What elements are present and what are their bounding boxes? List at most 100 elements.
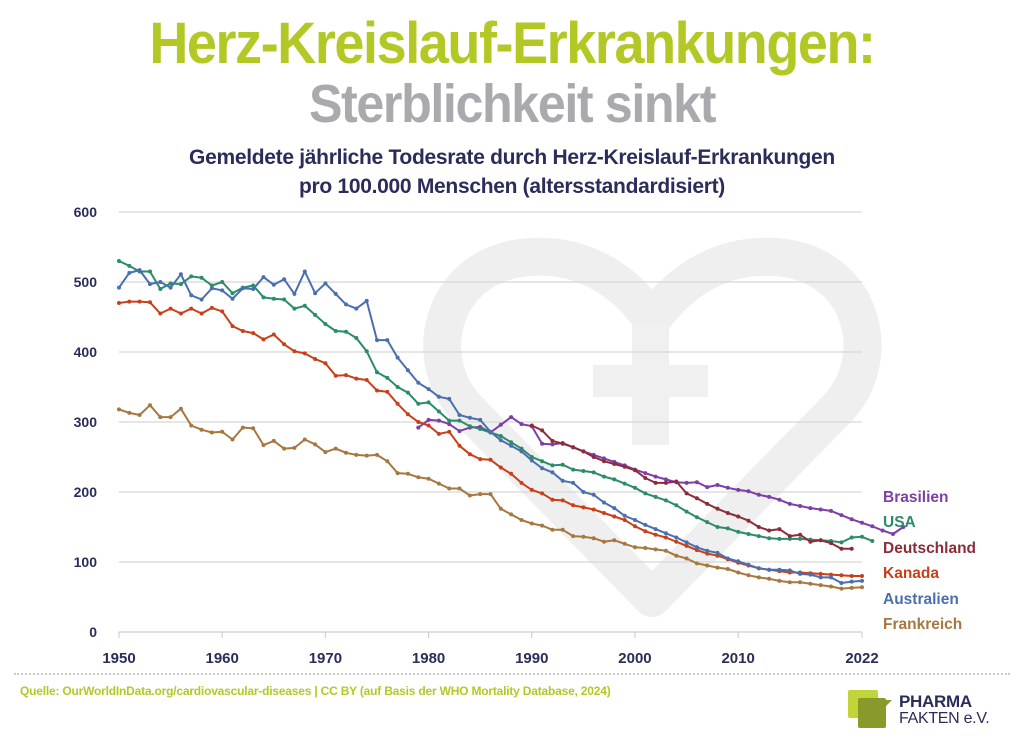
data-point — [746, 573, 751, 578]
data-point — [756, 525, 761, 529]
data-point — [158, 311, 163, 316]
x-tick-label: 1990 — [515, 650, 548, 667]
data-point — [529, 458, 534, 463]
data-point — [199, 311, 204, 316]
data-point — [230, 291, 235, 296]
data-point — [736, 487, 741, 492]
data-point — [674, 539, 679, 544]
data-point — [478, 427, 483, 431]
data-point — [416, 401, 421, 406]
data-point — [725, 511, 730, 515]
legend-item-kanada: Kanada — [883, 565, 939, 582]
data-point — [674, 503, 679, 508]
data-point — [199, 275, 204, 280]
data-point — [849, 585, 854, 590]
data-point — [302, 351, 307, 356]
data-point — [519, 422, 524, 427]
data-point — [261, 275, 266, 280]
data-point — [612, 506, 617, 511]
data-point — [436, 394, 441, 399]
x-tick-label: 1980 — [412, 650, 445, 667]
data-point — [581, 505, 586, 510]
data-point — [602, 459, 606, 464]
data-point — [158, 415, 163, 420]
data-point — [705, 485, 710, 490]
data-point — [684, 491, 689, 496]
data-point — [633, 485, 637, 490]
data-point — [705, 563, 710, 568]
data-point — [849, 546, 854, 551]
data-point — [684, 509, 689, 514]
data-point — [447, 422, 452, 427]
data-point — [643, 522, 648, 527]
data-point — [715, 565, 720, 570]
data-point — [643, 546, 648, 550]
data-point — [354, 306, 359, 311]
data-point — [467, 452, 472, 457]
data-point — [498, 434, 503, 438]
data-point — [653, 480, 658, 485]
data-point — [633, 524, 637, 529]
data-point — [271, 438, 276, 443]
data-point — [220, 288, 225, 293]
data-point — [158, 287, 163, 291]
y-axis: 0 100 200 300 400 500 600 — [74, 204, 98, 640]
data-point — [354, 336, 359, 340]
x-tick-label: 1960 — [206, 650, 239, 667]
footer-divider — [14, 673, 1010, 675]
data-point — [426, 476, 431, 481]
data-point — [602, 456, 606, 461]
data-point — [674, 479, 679, 484]
data-point — [550, 442, 555, 447]
data-point — [674, 535, 679, 540]
data-point — [694, 480, 699, 485]
data-point — [220, 429, 225, 434]
data-point — [818, 583, 823, 588]
data-point — [849, 574, 854, 578]
x-axis: 1950 1960 1970 1980 1990 2000 2010 2022 — [102, 631, 879, 667]
legend-item-australien: Australien — [883, 591, 959, 608]
data-point — [137, 268, 142, 273]
data-point — [488, 429, 493, 434]
data-point — [622, 481, 627, 486]
data-point — [705, 548, 710, 553]
data-point — [777, 527, 782, 532]
data-point — [849, 535, 854, 540]
data-point — [117, 285, 121, 290]
subtitle-line-1: Gemeldete jährliche Todesrate durch Herz… — [189, 146, 835, 169]
logo-text-pharma: PHARMA — [899, 692, 972, 711]
data-point — [829, 541, 833, 546]
data-point — [261, 295, 266, 300]
data-point — [509, 512, 514, 517]
data-point — [787, 568, 792, 573]
data-point — [602, 500, 606, 505]
data-point — [148, 403, 152, 408]
data-point — [860, 585, 864, 590]
data-point — [705, 520, 710, 525]
data-point — [736, 514, 741, 519]
data-point — [457, 429, 462, 434]
data-point — [849, 579, 854, 584]
data-point — [436, 481, 441, 486]
data-point — [808, 506, 813, 511]
data-point — [127, 410, 132, 415]
data-point — [426, 423, 431, 428]
data-point — [767, 528, 772, 533]
data-point — [839, 546, 844, 551]
data-point — [478, 417, 483, 422]
data-point — [560, 441, 565, 446]
data-point — [282, 446, 287, 451]
data-point — [220, 309, 225, 314]
data-point — [901, 525, 906, 529]
data-point — [653, 547, 658, 552]
data-point — [127, 299, 132, 304]
legend-item-deutschland: Deutschland — [883, 540, 976, 557]
data-point — [663, 535, 668, 540]
data-point — [251, 331, 256, 336]
data-point — [591, 507, 596, 512]
data-point — [178, 406, 183, 411]
data-point — [189, 306, 194, 311]
data-point — [571, 445, 576, 450]
data-point — [705, 501, 710, 506]
data-point — [663, 531, 668, 536]
